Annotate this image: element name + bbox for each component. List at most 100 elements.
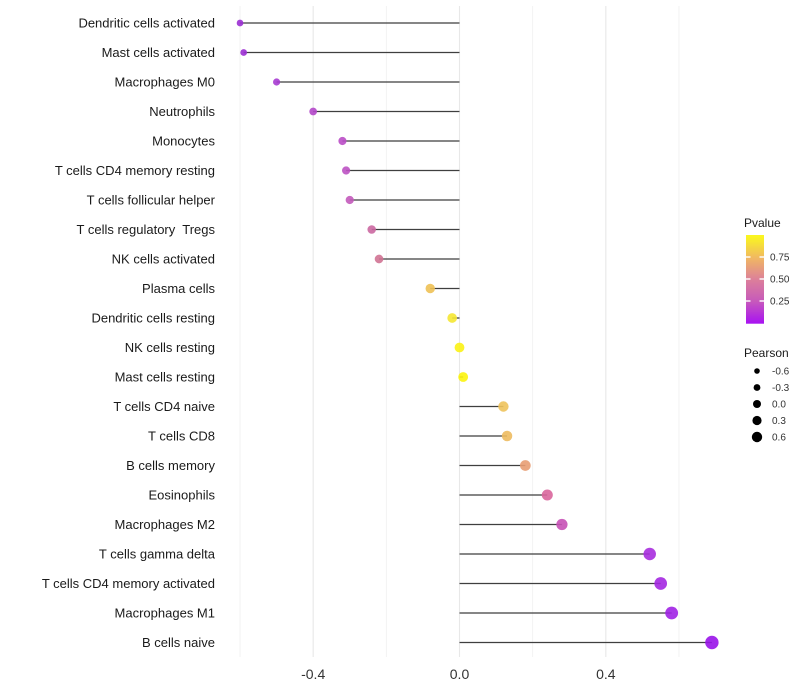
colorbar-segment (746, 303, 764, 306)
colorbar-segment (746, 279, 764, 282)
y-axis-label: T cells regulatory Tregs (77, 222, 216, 237)
lollipop-point (519, 460, 531, 471)
colorbar-segment (746, 265, 764, 268)
colorbar-segment (746, 319, 764, 322)
colorbar-tick-label: 0.25 (770, 297, 790, 308)
colorbar-segment (746, 251, 764, 254)
x-axis-tick-label: 0.4 (596, 666, 616, 682)
colorbar-segment (746, 263, 764, 266)
colorbar-segment (746, 291, 764, 294)
lollipop-point (425, 283, 435, 294)
pvalue-colorbar: 0.75 0.50 0.25 (746, 235, 790, 324)
lollipop-point (338, 136, 347, 146)
size-legend-dot (753, 384, 761, 391)
y-axis-label: Dendritic cells activated (78, 16, 215, 31)
y-axis-label: Macrophages M0 (115, 75, 215, 90)
colorbar-segment (746, 321, 764, 324)
colorbar-segment (746, 267, 764, 270)
colorbar-segment (746, 249, 764, 252)
colorbar-segment (746, 239, 764, 242)
lollipop-point (454, 342, 465, 353)
y-axis-labels: Dendritic cells activated Mast cells acti… (42, 16, 216, 651)
colorbar-segment (746, 287, 764, 290)
y-axis-label: Dendritic cells resting (91, 311, 215, 326)
pearson-legend-title: Pearson (744, 346, 789, 360)
colorbar-segment (746, 293, 764, 296)
y-axis-label: T cells CD8 (148, 429, 215, 444)
colorbar-segment (746, 311, 764, 314)
size-legend-label: -0.3 (772, 383, 790, 394)
y-axis-label: B cells naive (142, 635, 215, 650)
colorbar-segment (746, 277, 764, 280)
size-legend-dot (751, 431, 763, 443)
y-axis-label: T cells gamma delta (99, 547, 216, 562)
colorbar-segment (746, 255, 764, 258)
colorbar-segment (746, 289, 764, 292)
colorbar-segment (746, 305, 764, 308)
size-legend-label: 0.6 (772, 433, 786, 444)
colorbar-segment (746, 301, 764, 304)
lollipop-point (665, 606, 679, 620)
lollipop-point (345, 195, 354, 205)
colorbar-segment (746, 281, 764, 284)
lollipop-point (498, 401, 509, 412)
y-axis-label: Mast cells activated (102, 45, 215, 60)
lollipop-point (309, 107, 318, 116)
lollipops-layer (236, 19, 719, 650)
colorbar-segment (746, 259, 764, 262)
y-axis-label: NK cells resting (125, 340, 215, 355)
colorbar-segment (746, 271, 764, 274)
x-axis-labels: -0.4 0.0 0.4 (301, 666, 616, 682)
lollipop-point (240, 49, 248, 56)
colorbar-segment (746, 313, 764, 316)
lollipop-point (273, 78, 281, 86)
colorbar-segment (746, 307, 764, 310)
pearson-size-legend: -0.6 -0.3 0.0 0.3 0.6 (751, 367, 790, 444)
y-axis-label: Macrophages M1 (115, 606, 215, 621)
y-axis-label: Monocytes (152, 134, 215, 149)
colorbar-segment (746, 283, 764, 286)
size-legend-label: 0.3 (772, 416, 786, 427)
y-axis-label: Macrophages M2 (115, 517, 215, 532)
y-axis-label: Neutrophils (149, 104, 215, 119)
colorbar-segment (746, 309, 764, 312)
size-legend-label: 0.0 (772, 400, 786, 411)
y-axis-label: T cells CD4 memory resting (55, 163, 215, 178)
lollipop-point (556, 518, 568, 531)
y-axis-label: B cells memory (126, 458, 215, 473)
lollipop-point (705, 635, 719, 650)
y-axis-label: Mast cells resting (115, 370, 215, 385)
y-axis-label: T cells CD4 naive (113, 399, 215, 414)
colorbar-segment (746, 245, 764, 248)
lollipop-point (374, 254, 384, 264)
lollipop-point (342, 166, 351, 175)
lollipop-point (367, 225, 376, 234)
colorbar-segment (746, 299, 764, 302)
lollipop-point (447, 313, 458, 323)
colorbar-segment (746, 315, 764, 318)
colorbar-segment (746, 243, 764, 246)
colorbar-segment (746, 237, 764, 240)
lollipop-point (501, 430, 513, 442)
colorbar-tick-label: 0.75 (770, 253, 790, 264)
colorbar-segment (746, 269, 764, 272)
gridlines-layer (239, 6, 680, 657)
colorbar-segment (746, 295, 764, 298)
colorbar-segment (746, 275, 764, 278)
colorbar-segment (746, 253, 764, 256)
colorbar-segment (746, 297, 764, 300)
y-axis-label: Plasma cells (142, 281, 215, 296)
lollipop-point (236, 19, 244, 27)
colorbar-segment (746, 235, 764, 238)
lollipop-point (458, 372, 469, 382)
colorbar-tick-label: 0.50 (770, 275, 790, 286)
y-axis-label: T cells CD4 memory activated (42, 576, 215, 591)
x-axis-tick-label: 0.0 (450, 666, 470, 682)
colorbar-segment (746, 257, 764, 260)
colorbar-segment (746, 247, 764, 250)
lollipop-point (643, 547, 656, 561)
x-axis-tick-label: -0.4 (301, 666, 325, 682)
lollipop-point (541, 489, 553, 501)
colorbar-segment (746, 317, 764, 320)
